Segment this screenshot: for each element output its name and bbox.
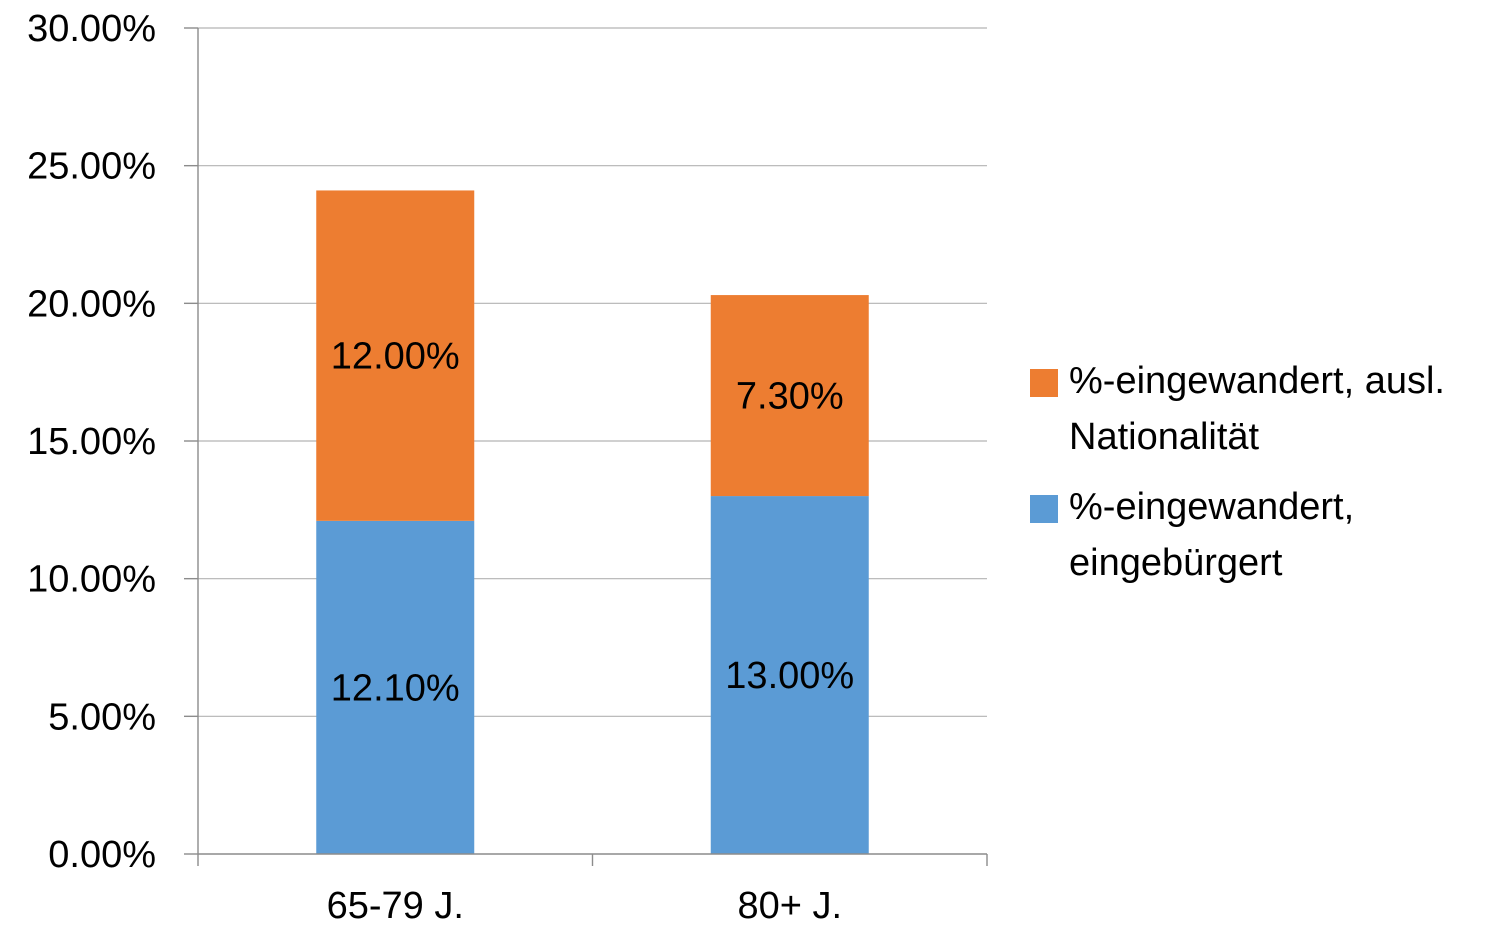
data-label: 7.30% bbox=[736, 376, 844, 418]
x-axis-tick-labels: 65-79 J. 80+ J. bbox=[327, 885, 842, 927]
bar-segment bbox=[316, 520, 475, 854]
y-tick-label: 25.00% bbox=[27, 146, 156, 188]
legend: %-eingewandert, ausl. Nationalität %-einge… bbox=[1030, 360, 1445, 584]
y-tick-label: 0.00% bbox=[48, 834, 156, 876]
bars bbox=[316, 190, 869, 854]
y-axis-tick-labels: 0.00% 5.00% 10.00% 15.00% 20.00% 25.00% 30.00% bbox=[27, 8, 156, 876]
legend-label: %-eingewandert, bbox=[1069, 486, 1354, 528]
data-label: 12.00% bbox=[331, 336, 460, 378]
y-tick-label: 30.00% bbox=[27, 8, 156, 50]
y-tick-label: 10.00% bbox=[27, 559, 156, 601]
bar-segment bbox=[316, 190, 475, 521]
axes bbox=[184, 27, 988, 866]
bar-segment bbox=[710, 496, 869, 854]
y-tick-label: 20.00% bbox=[27, 283, 156, 325]
legend-label: Nationalität bbox=[1069, 416, 1260, 458]
data-label: 13.00% bbox=[725, 655, 854, 697]
x-tick-label: 65-79 J. bbox=[327, 885, 464, 927]
legend-swatch bbox=[1030, 369, 1058, 397]
x-tick-label: 80+ J. bbox=[737, 885, 842, 927]
bar-segment bbox=[710, 295, 869, 497]
legend-swatch bbox=[1030, 495, 1058, 523]
legend-label: eingebürgert bbox=[1069, 542, 1283, 584]
data-labels: 12.10% 12.00% 13.00% 7.30% bbox=[331, 336, 854, 710]
y-tick-label: 5.00% bbox=[48, 696, 156, 738]
data-label: 12.10% bbox=[331, 667, 460, 709]
y-tick-label: 15.00% bbox=[27, 421, 156, 463]
legend-label: %-eingewandert, ausl. bbox=[1069, 360, 1445, 402]
